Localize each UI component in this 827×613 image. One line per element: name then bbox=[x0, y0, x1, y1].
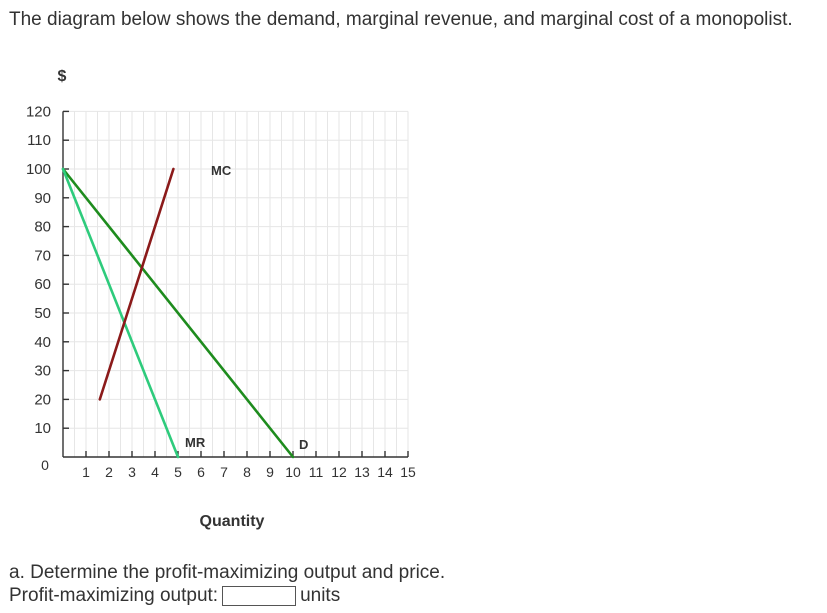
x-tick-label: 2 bbox=[105, 464, 113, 480]
x-tick-label: 15 bbox=[400, 464, 416, 480]
y-tick-label: 50 bbox=[34, 305, 51, 322]
x-tick-label: 3 bbox=[128, 464, 136, 480]
x-tick-label: 5 bbox=[174, 464, 182, 480]
y-tick-label: 80 bbox=[34, 219, 51, 236]
y-tick-label: 40 bbox=[34, 334, 51, 351]
series-label-d: D bbox=[299, 437, 308, 452]
y-tick-label: 90 bbox=[34, 190, 51, 207]
y-axis-label: $ bbox=[58, 68, 67, 85]
y-tick-label: 120 bbox=[26, 103, 51, 120]
x-tick-label: 7 bbox=[220, 464, 228, 480]
x-tick-label: 10 bbox=[285, 464, 301, 480]
y-tick-label: 100 bbox=[26, 161, 51, 178]
x-tick-label: 6 bbox=[197, 464, 205, 480]
part-a-prompt: a. Determine the profit-maximizing outpu… bbox=[9, 562, 446, 583]
series-label-mr: MR bbox=[185, 435, 206, 450]
series-line-d bbox=[61, 167, 295, 459]
y-tick-label: 110 bbox=[27, 132, 51, 149]
y-tick-label: 20 bbox=[34, 391, 51, 408]
answer-row: Profit-maximizing output: units bbox=[9, 585, 340, 607]
series-line-mc bbox=[98, 167, 175, 401]
y-tick-label: 70 bbox=[34, 247, 51, 264]
y-tick-label: 30 bbox=[34, 363, 51, 380]
x-tick-label: 4 bbox=[151, 464, 159, 480]
x-tick-label: 9 bbox=[266, 464, 274, 480]
series-line-mr bbox=[61, 167, 180, 459]
answer-label: Profit-maximizing output: bbox=[9, 585, 219, 606]
x-tick-label: 12 bbox=[331, 464, 347, 480]
y-tick-label: 10 bbox=[34, 420, 51, 437]
x-axis-label: Quantity bbox=[200, 513, 265, 530]
question-text: The diagram below shows the demand, marg… bbox=[9, 9, 793, 30]
x-tick-label: 14 bbox=[377, 464, 393, 480]
x-tick-label: 8 bbox=[243, 464, 251, 480]
x-tick-label: 1 bbox=[82, 464, 90, 480]
origin-label: 0 bbox=[41, 457, 49, 473]
series-label-mc: MC bbox=[211, 163, 232, 178]
x-tick-label: 13 bbox=[354, 464, 370, 480]
answer-units: units bbox=[300, 585, 341, 606]
x-tick-label: 11 bbox=[309, 464, 324, 480]
profit-max-output-input[interactable] bbox=[222, 586, 297, 606]
y-tick-label: 60 bbox=[34, 276, 51, 293]
